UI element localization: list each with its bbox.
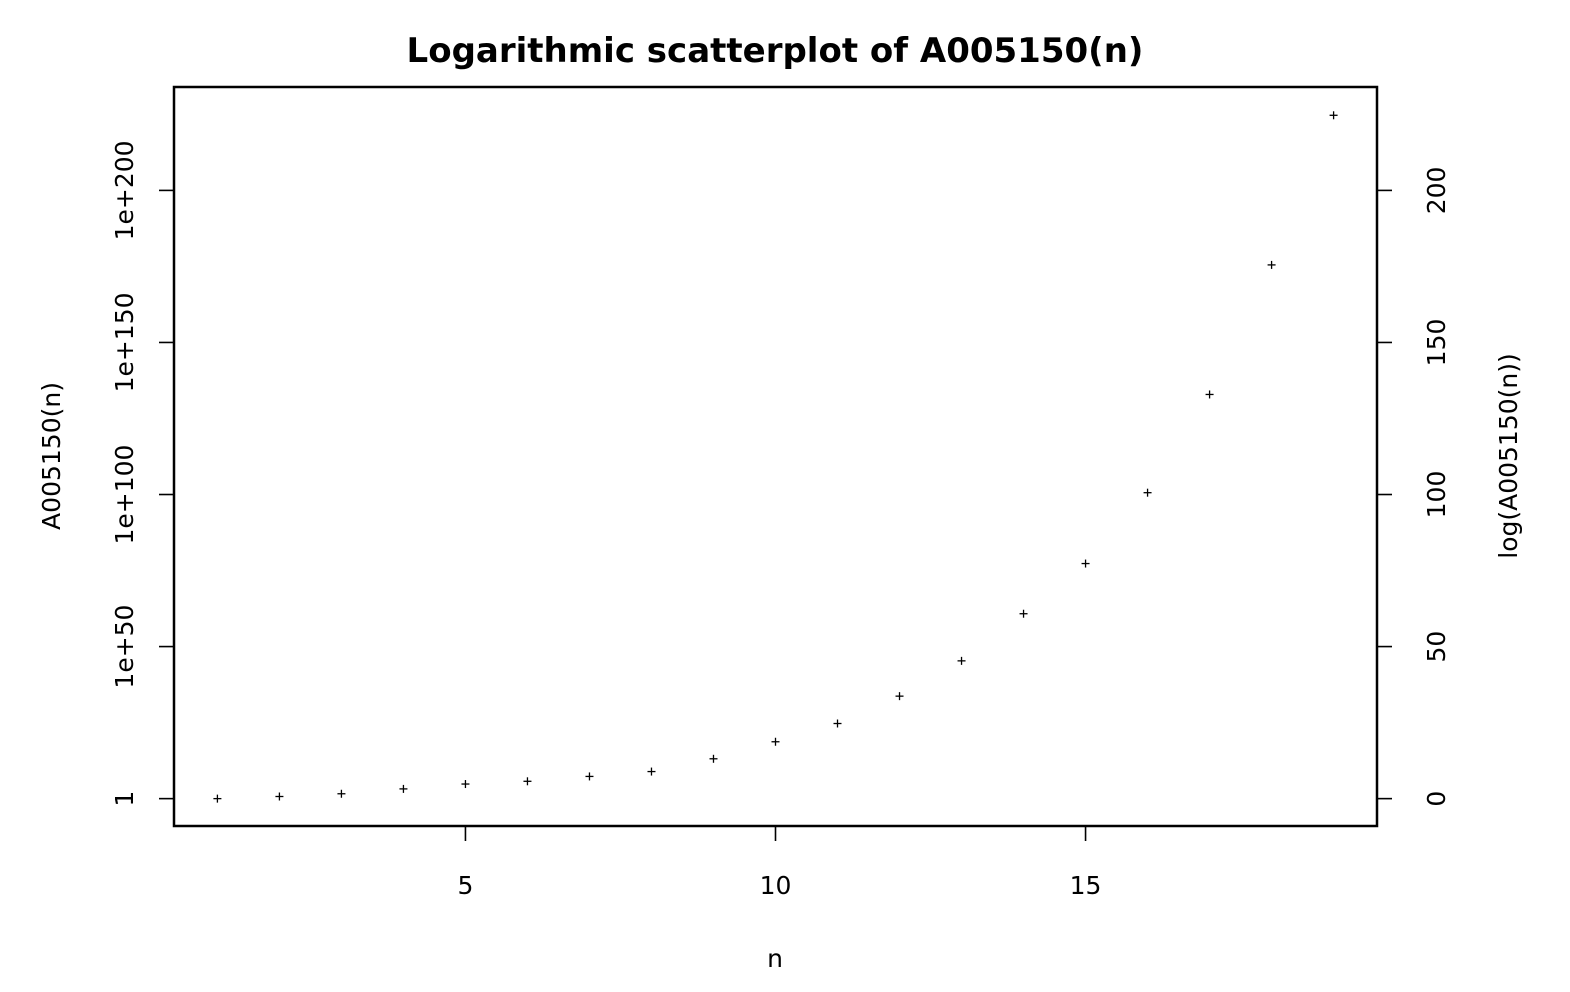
y-axis-label-left: A005150(n) (37, 382, 66, 530)
y-axis-right: 0 50 100 150 200 (1377, 167, 1451, 807)
y-tick-label-right: 50 (1422, 631, 1451, 663)
data-point (585, 772, 594, 781)
data-point (1329, 111, 1338, 120)
x-axis: 5 10 15 (457, 826, 1101, 900)
y-tick-label-left: 1e+50 (110, 605, 139, 689)
plot-frame (172, 85, 1379, 828)
data-point (1019, 609, 1028, 618)
y-axis-left: 1 1e+50 1e+100 1e+150 1e+200 (110, 140, 174, 807)
data-point (957, 656, 966, 665)
data-point (833, 719, 842, 728)
y-tick-label-left: 1e+100 (110, 445, 139, 545)
y-tick-label-right: 100 (1422, 471, 1451, 519)
data-point (1267, 260, 1276, 269)
data-point (771, 737, 780, 746)
data-point (399, 784, 408, 793)
x-tick-label: 15 (1070, 871, 1102, 900)
x-axis-label: n (767, 944, 783, 973)
data-point (709, 754, 718, 763)
chart-title: Logarithmic scatterplot of A005150(n) (407, 31, 1144, 71)
y-tick-label-right: 200 (1422, 167, 1451, 215)
data-point (1143, 488, 1152, 497)
y-tick-label-left: 1e+200 (110, 140, 139, 240)
x-tick-label: 5 (457, 871, 473, 900)
data-point (895, 692, 904, 701)
data-points (213, 111, 1338, 803)
data-point (1205, 390, 1214, 399)
y-axis-label-right: log(A005150(n)) (1494, 353, 1523, 559)
data-point (275, 792, 284, 801)
data-point (213, 794, 222, 803)
x-tick-label: 10 (760, 871, 792, 900)
y-tick-label-left: 1 (110, 791, 139, 807)
data-point (1081, 559, 1090, 568)
data-point (337, 789, 346, 798)
y-tick-label-right: 0 (1422, 791, 1451, 807)
y-tick-label-left: 1e+150 (110, 292, 139, 392)
data-point (461, 780, 470, 789)
y-tick-label-right: 150 (1422, 319, 1451, 367)
data-point (523, 777, 532, 786)
data-point (647, 767, 656, 776)
